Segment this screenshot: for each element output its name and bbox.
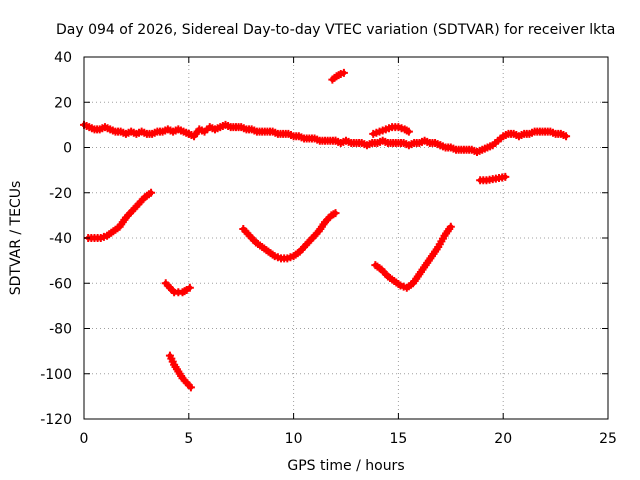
y-tick-label: -100: [40, 367, 72, 383]
series-arc-4-5b: [165, 351, 195, 392]
series-band-17-23: [436, 127, 571, 157]
x-tick-label: 10: [285, 431, 303, 447]
series-seg-19-20: [476, 172, 510, 185]
data-point: [147, 188, 156, 197]
y-axis-title: SDTVAR / TECUs: [8, 181, 24, 296]
data-point: [339, 68, 348, 77]
y-tick-label: 20: [54, 95, 72, 111]
x-axis-title: GPS time / hours: [287, 458, 404, 474]
series-band-12-17: [331, 136, 445, 150]
x-tick-label: 20: [494, 431, 512, 447]
series-arc-13-17: [371, 222, 455, 292]
series-trace: [240, 210, 339, 261]
data-point: [446, 222, 455, 231]
x-tick-label: 5: [184, 431, 193, 447]
y-tick-label: -40: [49, 231, 72, 247]
y-tick-label: -60: [49, 276, 72, 292]
data-point: [186, 383, 195, 392]
chart-title: Day 094 of 2026, Sidereal Day-to-day VTE…: [56, 22, 615, 38]
data-point: [331, 209, 340, 218]
x-tick-label: 15: [389, 431, 407, 447]
y-tick-label: -80: [49, 322, 72, 338]
grid: [84, 57, 608, 419]
series-band-0-5: [80, 120, 193, 138]
plot-frame: [83, 56, 609, 420]
x-tick-label: 25: [599, 431, 617, 447]
y-tick-label: 0: [63, 141, 72, 157]
y-tick-label: 40: [54, 50, 72, 66]
data-point: [562, 132, 571, 141]
tick-layer: 0 5 10 15 20 25 -120 -100 -80 -60 -40 -20 0 20 40: [40, 50, 617, 447]
series-arc-7-12: [239, 209, 340, 263]
y-tick-label: -20: [49, 186, 72, 202]
series-arc-4-5: [161, 279, 194, 297]
series-band-5-12: [184, 120, 340, 145]
series-bump-14-15: [369, 123, 413, 138]
x-tick-label: 0: [80, 431, 89, 447]
data-layer: [80, 68, 571, 392]
data-point: [501, 172, 510, 181]
y-tick-label: -120: [40, 412, 72, 428]
data-point: [404, 127, 413, 136]
series-arc-0-3: [84, 188, 156, 242]
series-seg-12: [328, 68, 348, 84]
data-point: [185, 283, 194, 292]
